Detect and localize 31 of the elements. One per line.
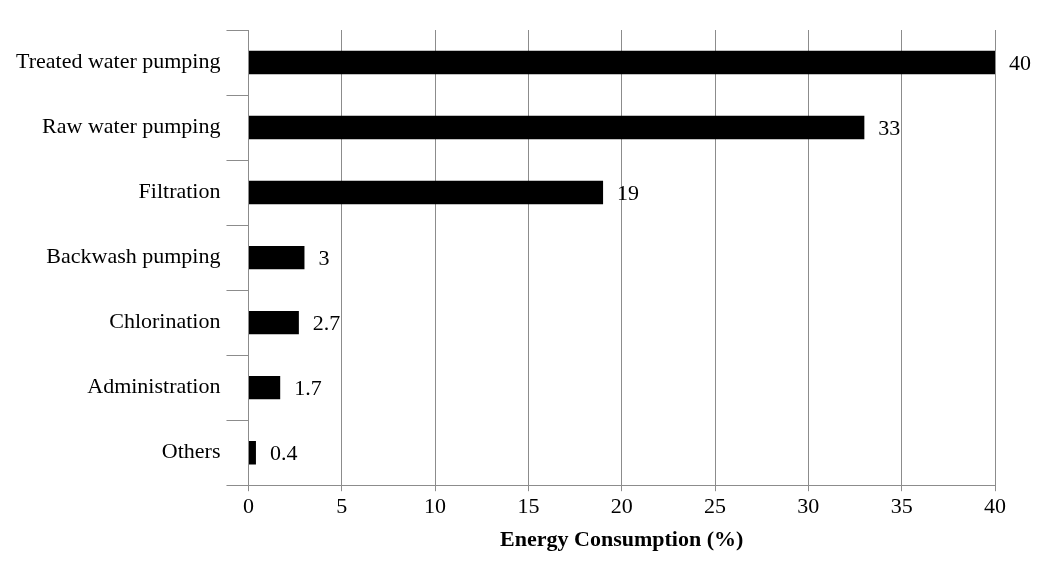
x-tick-label: 35 bbox=[890, 493, 913, 519]
data-label: 1.7 bbox=[294, 375, 322, 401]
bar bbox=[248, 115, 865, 140]
y-tick-label: Filtration bbox=[138, 178, 221, 204]
data-label: 0.4 bbox=[269, 440, 298, 466]
y-tick-label: Chlorination bbox=[109, 308, 221, 334]
y-tick-label: Others bbox=[161, 438, 221, 464]
y-tick-label: Raw water pumping bbox=[42, 113, 221, 139]
x-axis-title: Energy Consumption (%) bbox=[500, 526, 744, 552]
bar bbox=[248, 180, 604, 205]
data-label: 40 bbox=[1009, 50, 1031, 76]
bar bbox=[248, 440, 256, 465]
x-tick-label: 10 bbox=[424, 493, 447, 519]
data-label: 19 bbox=[617, 180, 640, 206]
x-tick-label: 40 bbox=[984, 493, 1006, 519]
bar bbox=[248, 375, 281, 400]
y-tick-label: Administration bbox=[87, 373, 221, 399]
x-tick-label: 15 bbox=[517, 493, 540, 519]
bar bbox=[248, 50, 995, 75]
y-tick-label: Treated water pumping bbox=[15, 48, 221, 74]
x-tick-label: 0 bbox=[242, 493, 254, 519]
bar bbox=[248, 245, 305, 270]
data-label: 33 bbox=[878, 115, 901, 141]
x-tick-label: 25 bbox=[704, 493, 727, 519]
x-tick-label: 20 bbox=[610, 493, 633, 519]
data-label: 2.7 bbox=[312, 310, 341, 336]
x-tick-label: 5 bbox=[336, 493, 348, 519]
x-tick-label: 30 bbox=[797, 493, 820, 519]
data-label: 3 bbox=[318, 245, 330, 271]
y-tick-label: Backwash pumping bbox=[46, 243, 221, 269]
bar bbox=[248, 310, 299, 335]
